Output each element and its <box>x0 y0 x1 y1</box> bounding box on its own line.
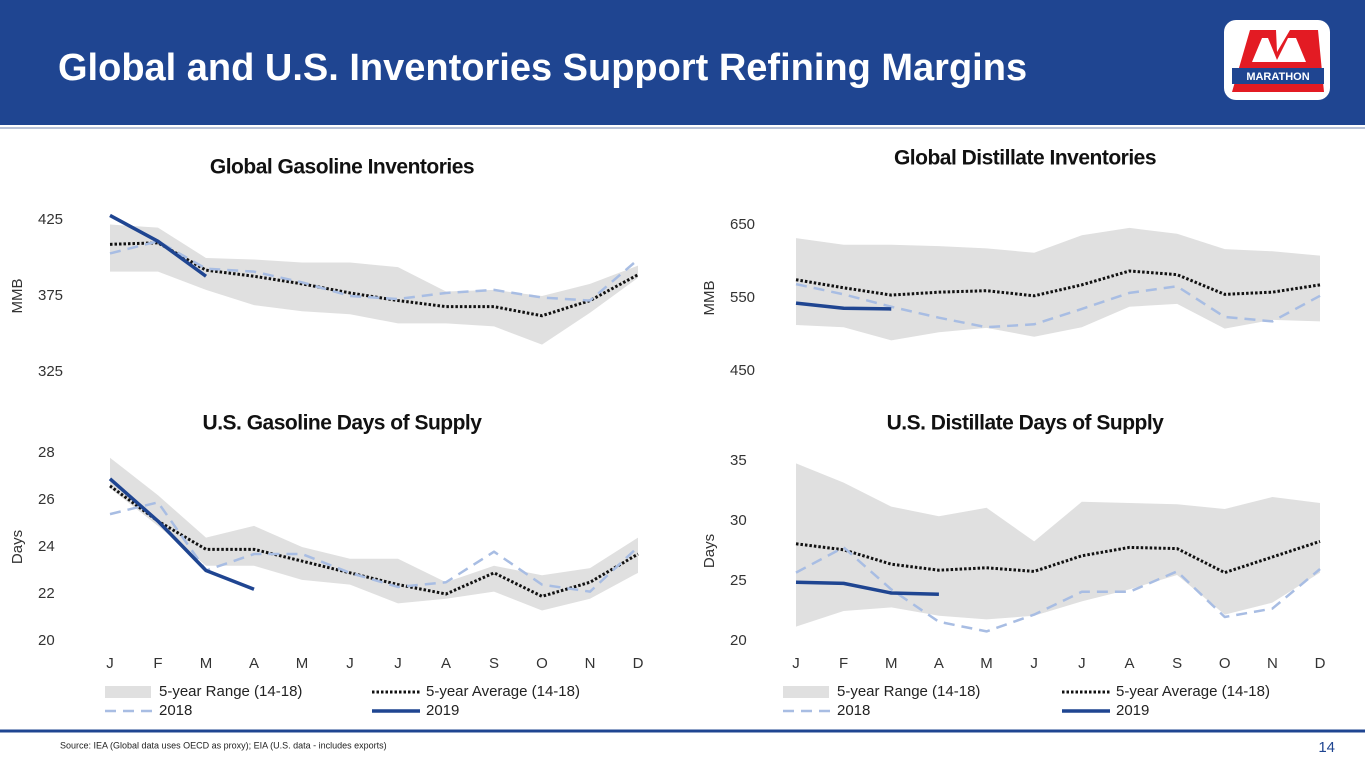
series-line <box>795 580 939 596</box>
x-tick-label: F <box>153 655 162 672</box>
series-line <box>795 282 1321 329</box>
x-tick-label: F <box>839 655 848 672</box>
range-band <box>110 224 638 345</box>
series-line <box>109 213 208 278</box>
x-tick-label: A <box>441 655 451 672</box>
y-tick-label: 650 <box>730 216 755 233</box>
legend-label: 2019 <box>426 702 459 719</box>
y-axis-label: Days <box>701 534 718 568</box>
x-tick-label: J <box>792 655 800 672</box>
logo: MARATHON <box>1224 20 1330 100</box>
y-tick-label: 375 <box>38 287 63 304</box>
legend-label: 5-year Range (14-18) <box>837 683 980 700</box>
x-tick-label: S <box>489 655 499 672</box>
y-tick-label: 325 <box>38 363 63 380</box>
series-line <box>795 301 892 311</box>
y-tick-label: 20 <box>730 632 747 649</box>
y-tick-label: 425 <box>38 211 63 228</box>
legend-label: 5-year Average (14-18) <box>1116 683 1270 700</box>
x-tick-label: J <box>1078 655 1086 672</box>
x-tick-label: M <box>980 655 993 672</box>
series-line <box>795 269 1321 298</box>
x-tick-label: O <box>536 655 548 672</box>
x-tick-label: D <box>633 655 644 672</box>
x-tick-label: M <box>200 655 213 672</box>
logo-text: MARATHON <box>1246 71 1309 83</box>
legend-label: 5-year Average (14-18) <box>426 683 580 700</box>
series-line <box>109 240 639 302</box>
legend-label: 2019 <box>1116 702 1149 719</box>
x-tick-label: N <box>1267 655 1278 672</box>
x-tick-label: A <box>249 655 259 672</box>
series-line <box>109 501 639 593</box>
legend-label: 5-year Range (14-18) <box>159 683 302 700</box>
x-tick-label: S <box>1172 655 1182 672</box>
x-tick-label: J <box>394 655 402 672</box>
y-axis-label: Days <box>9 530 26 564</box>
series-line <box>795 539 1321 575</box>
series-line <box>108 477 255 591</box>
x-tick-label: J <box>346 655 354 672</box>
x-tick-label: D <box>1315 655 1326 672</box>
range-band <box>796 227 1320 341</box>
series-line <box>109 241 639 318</box>
legend-swatch <box>783 686 829 698</box>
y-tick-label: 450 <box>730 362 755 379</box>
legend-label: 2018 <box>159 702 192 719</box>
x-tick-label: J <box>1030 655 1038 672</box>
chart-title: Global Distillate Inventories <box>894 147 1156 170</box>
chart-title: Global Gasoline Inventories <box>210 156 474 179</box>
range-band <box>110 457 638 611</box>
legend-label: 2018 <box>837 702 870 719</box>
y-tick-label: 26 <box>38 491 55 508</box>
chart-title: U.S. Distillate Days of Supply <box>887 412 1165 435</box>
x-tick-label: A <box>1124 655 1134 672</box>
y-axis-label: MMB <box>701 281 718 316</box>
header-band <box>0 0 1365 125</box>
legend-swatch <box>105 686 151 698</box>
x-tick-label: O <box>1219 655 1231 672</box>
y-tick-label: 22 <box>38 585 55 602</box>
range-band <box>796 463 1320 627</box>
logo-stripe <box>1232 68 1324 84</box>
y-tick-label: 30 <box>730 512 747 529</box>
slide-title: Global and U.S. Inventories Support Refi… <box>58 47 1027 89</box>
x-tick-label: J <box>106 655 114 672</box>
series-line <box>109 484 639 598</box>
y-axis-label: MMB <box>9 279 26 314</box>
x-tick-label: M <box>296 655 309 672</box>
y-tick-label: 24 <box>38 538 55 555</box>
x-tick-label: M <box>885 655 898 672</box>
y-tick-label: 25 <box>730 572 747 589</box>
y-tick-label: 28 <box>38 444 55 461</box>
y-tick-label: 20 <box>38 632 55 649</box>
chart-title: U.S. Gasoline Days of Supply <box>203 412 483 435</box>
y-tick-label: 550 <box>730 289 755 306</box>
logo-m <box>1252 38 1306 62</box>
x-tick-label: A <box>934 655 944 672</box>
page-number: 14 <box>1318 739 1335 756</box>
y-tick-label: 35 <box>730 452 747 469</box>
x-tick-label: N <box>585 655 596 672</box>
source-note: Source: IEA (Global data uses OECD as pr… <box>60 740 387 750</box>
